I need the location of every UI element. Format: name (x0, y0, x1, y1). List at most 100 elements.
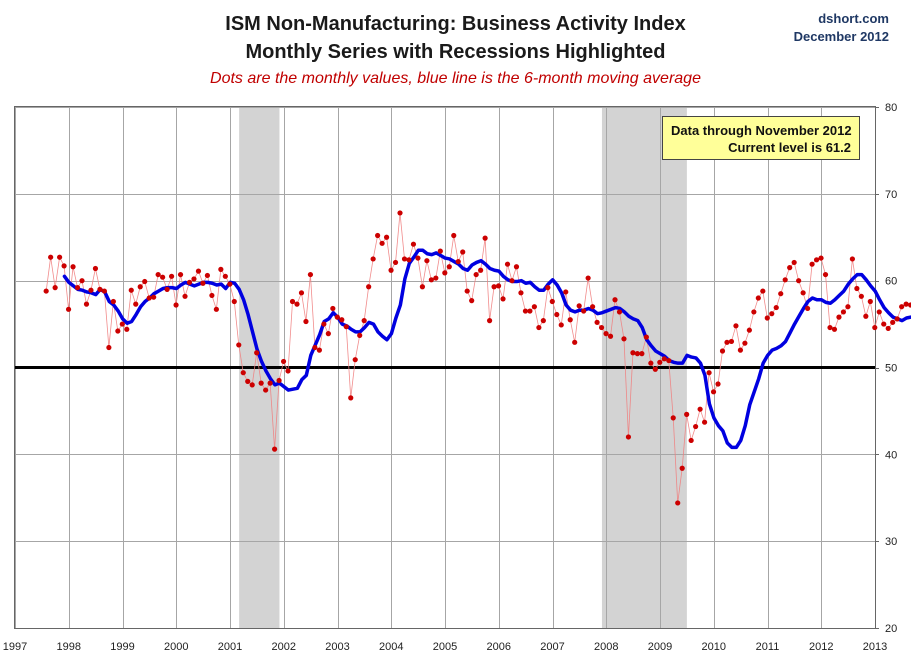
monthly-data-point (254, 350, 260, 356)
x-tick-label: 2011 (756, 641, 780, 653)
monthly-data-point (791, 259, 797, 266)
monthly-data-point (361, 318, 367, 324)
y-tick-label: 70 (885, 189, 897, 201)
monthly-data-point (392, 259, 399, 266)
monthly-data-point (263, 387, 269, 393)
monthly-data-point (151, 294, 157, 300)
monthly-data-point (764, 315, 770, 321)
monthly-data-point (415, 255, 421, 261)
monthly-data-point (334, 314, 340, 320)
monthly-data-point (375, 232, 381, 239)
x-tick-label: 1997 (3, 641, 27, 653)
monthly-data-point (594, 319, 600, 325)
monthly-data-point (245, 378, 251, 384)
monthly-data-point (545, 285, 551, 291)
monthly-data-point (715, 381, 721, 387)
monthly-data-point (88, 287, 94, 293)
monthly-data-point (500, 296, 506, 302)
x-tick-label: 2010 (702, 641, 726, 653)
monthly-data-point (186, 279, 193, 286)
monthly-data-point (101, 288, 108, 294)
monthly-data-point (236, 342, 242, 348)
monthly-data-point (572, 339, 578, 345)
x-tick-label: 1998 (57, 641, 81, 653)
monthly-data-point (849, 256, 855, 262)
monthly-data-point (872, 324, 878, 331)
monthly-data-point (321, 321, 327, 327)
monthly-data-point (536, 324, 542, 331)
monthly-data-point (110, 298, 116, 305)
monthly-data-point (325, 331, 331, 337)
monthly-data-point (899, 304, 905, 310)
monthly-data-point (885, 325, 891, 332)
monthly-connector-line (45, 212, 911, 504)
monthly-data-point (43, 288, 49, 294)
monthly-data-point (424, 258, 430, 264)
monthly-data-point (437, 248, 443, 254)
monthly-data-point (693, 423, 699, 430)
monthly-data-point (195, 268, 202, 274)
monthly-data-point (366, 284, 372, 290)
monthly-data-point (124, 326, 130, 332)
monthly-data-point (388, 267, 394, 273)
plot-frame (14, 106, 876, 629)
monthly-data-point (339, 317, 345, 323)
monthly-data-point (710, 389, 717, 395)
monthly-data-point (52, 285, 58, 291)
chart-title-line-2: Monthly Series with Recessions Highlight… (245, 41, 666, 63)
monthly-data-point (128, 287, 134, 293)
monthly-data-point (191, 276, 197, 282)
monthly-data-point (563, 289, 569, 295)
publication-date: December 2012 (793, 29, 889, 44)
monthly-data-point (800, 290, 806, 296)
monthly-data-point (778, 291, 784, 297)
x-tick-label: 2006 (487, 641, 511, 653)
x-tick-label: 2004 (379, 641, 403, 653)
monthly-data-point (316, 347, 322, 353)
monthly-data-point (97, 286, 103, 292)
monthly-data-point (531, 304, 537, 310)
monthly-data-point (397, 210, 403, 216)
monthly-data-point (652, 366, 658, 372)
x-tick-label: 2012 (809, 641, 833, 653)
monthly-data-point (312, 344, 318, 351)
monthly-data-point (648, 360, 654, 366)
monthly-data-point (616, 309, 623, 315)
monthly-data-point (204, 272, 211, 279)
x-tick-label: 2005 (433, 641, 457, 653)
monthly-data-point (831, 326, 838, 332)
monthly-data-point (482, 235, 488, 241)
monthly-data-point (773, 304, 779, 311)
monthly-data-point (836, 314, 842, 320)
annotation-line-2: Current level is 61.2 (728, 140, 851, 155)
monthly-data-point (285, 368, 291, 374)
monthly-data-point (155, 271, 161, 278)
monthly-data-point (258, 380, 264, 386)
monthly-data-point (782, 277, 788, 283)
monthly-data-point (460, 249, 466, 255)
monthly-data-point (160, 274, 166, 280)
monthly-data-point (330, 305, 336, 312)
monthly-data-point (867, 298, 873, 305)
monthly-data-point (61, 263, 67, 269)
monthly-data-point (357, 332, 363, 338)
monthly-data-point (805, 305, 811, 312)
monthly-data-point (370, 256, 376, 262)
monthly-data-point (607, 333, 614, 339)
monthly-data-point (307, 271, 314, 278)
axis-label-layer: 1997 1998 1999 2000 2001 2002 2003 2004 2005 2006… (3, 102, 897, 653)
monthly-data-point (383, 234, 390, 240)
monthly-data-point (549, 298, 555, 305)
monthly-data-point (679, 465, 685, 471)
monthly-data-point (818, 255, 824, 261)
monthly-data-point (249, 382, 255, 388)
monthly-data-point (670, 415, 676, 421)
monthly-data-point (554, 311, 560, 318)
monthly-data-point (218, 266, 224, 272)
monthly-data-point (70, 264, 76, 270)
monthly-data-point (464, 288, 470, 294)
monthly-data-point (540, 318, 546, 324)
monthly-data-point (742, 340, 748, 346)
y-tick-label: 20 (885, 623, 897, 635)
